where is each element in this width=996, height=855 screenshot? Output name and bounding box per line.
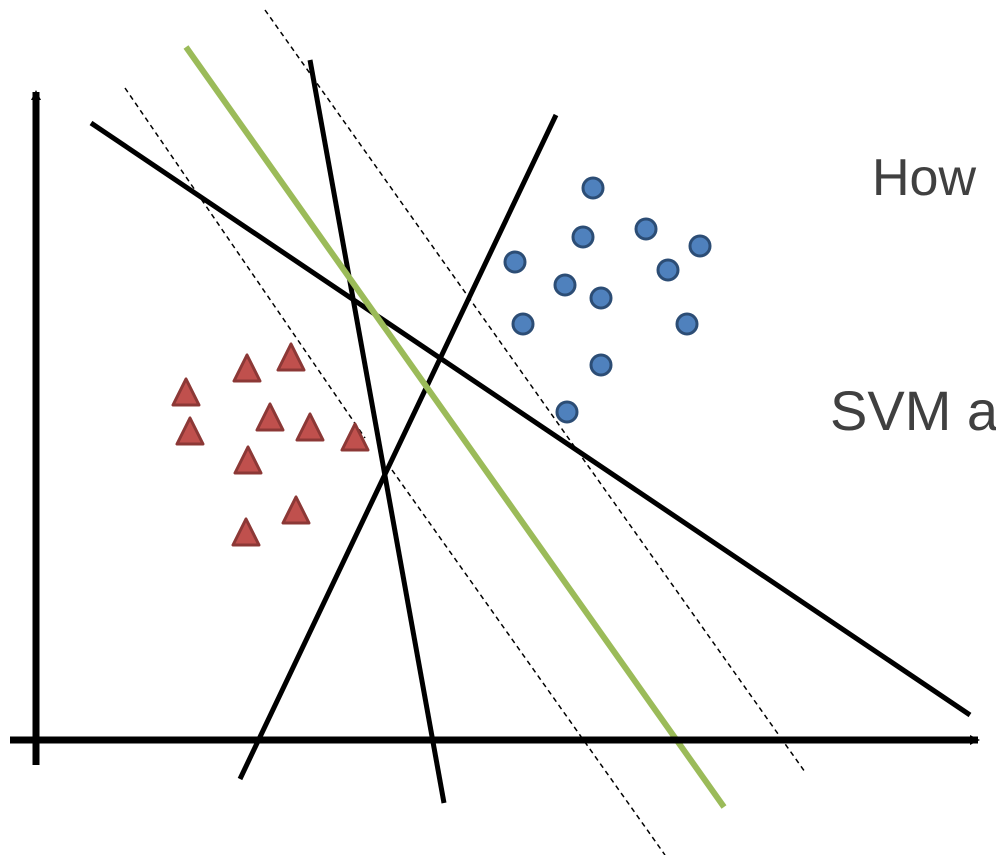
circle-icon [589, 286, 613, 310]
circle-icon [555, 400, 579, 424]
triangle-icon [340, 422, 370, 452]
svm-optimal-hyperplane [183, 45, 727, 809]
triangle-icon [175, 416, 205, 446]
margin-line-left [124, 87, 366, 439]
separator-line-1 [89, 120, 972, 718]
circle-icon [511, 312, 535, 336]
triangle-icon [231, 517, 261, 547]
triangle-icon [276, 342, 306, 372]
circle-icon [581, 176, 605, 200]
triangle-icon [232, 353, 262, 383]
separator-line-3 [237, 113, 559, 781]
triangle-icon [233, 445, 263, 475]
class-a-triangles [171, 342, 370, 547]
circle-icon [503, 250, 527, 274]
separator-line-2 [307, 59, 447, 804]
circle-icon [571, 225, 595, 249]
margin-line-left-lower [391, 469, 666, 855]
class-b-circles [503, 176, 712, 424]
title-text-line-2: . [993, 256, 996, 308]
candidate-separators [89, 59, 972, 804]
title-text-line-1: How [872, 149, 977, 207]
triangle-icon [281, 495, 311, 525]
margin-lines [124, 9, 806, 855]
title-text-line-3: SVM a [830, 379, 996, 442]
circle-icon [675, 312, 699, 336]
circle-icon [589, 353, 613, 377]
triangle-icon [171, 377, 201, 407]
circle-icon [688, 234, 712, 258]
triangle-icon [255, 402, 285, 432]
axes [10, 90, 980, 765]
circle-icon [553, 273, 577, 297]
margin-line-right [264, 9, 806, 773]
circle-icon [634, 217, 658, 241]
circle-icon [656, 258, 680, 282]
triangle-icon [295, 412, 325, 442]
